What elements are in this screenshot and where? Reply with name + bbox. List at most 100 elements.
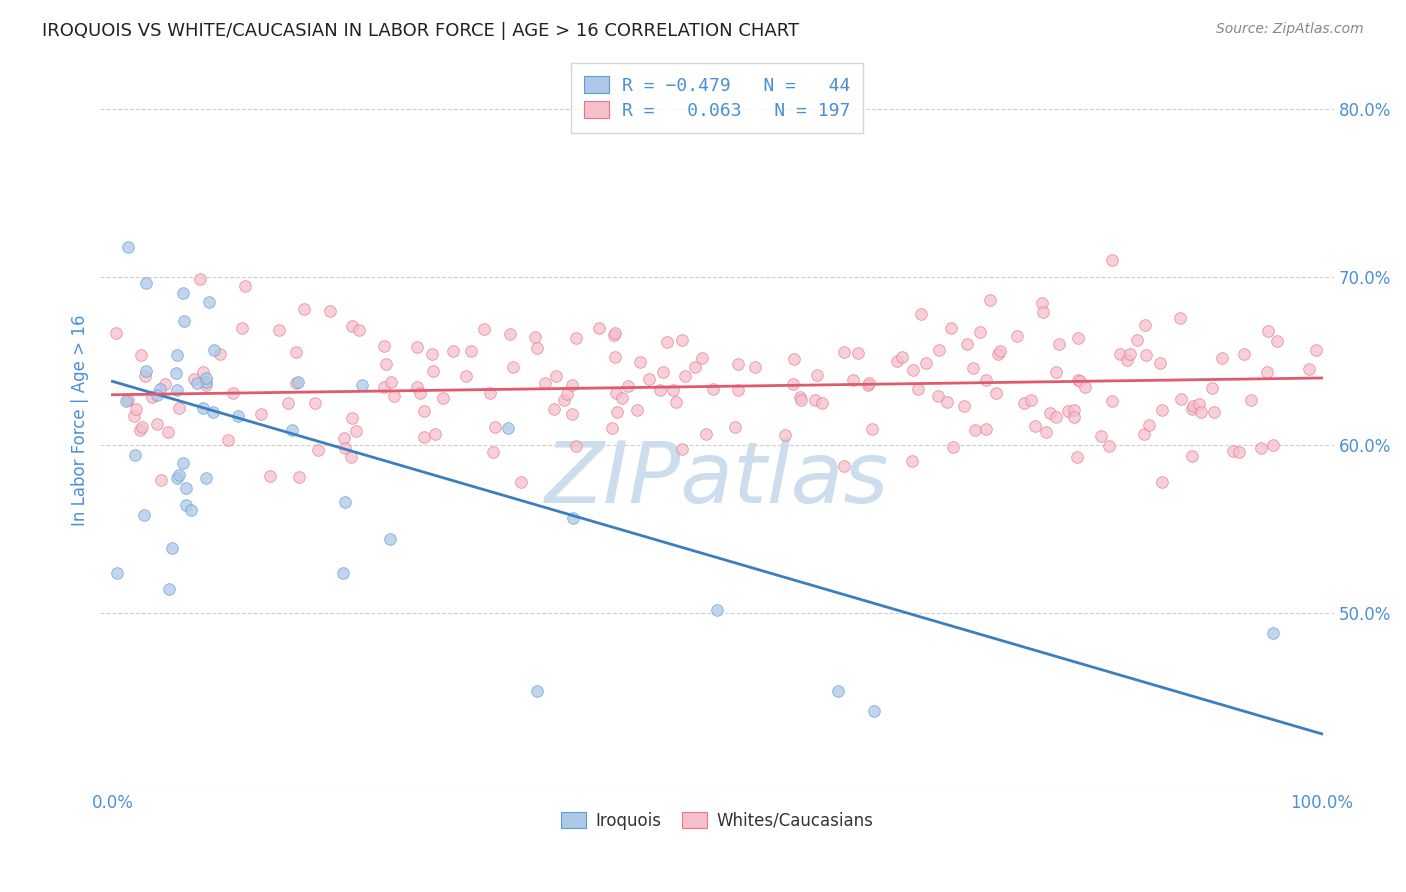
Point (941, 321, 963, 335)
Point (131, 420, 153, 434)
Point (910, 307, 932, 321)
Point (1118, 347, 1140, 361)
Point (156, 425, 179, 439)
Point (562, 510, 585, 524)
Point (727, 384, 749, 398)
Point (412, 429, 434, 443)
Point (374, 357, 396, 371)
Point (1211, 351, 1233, 366)
Point (484, 420, 506, 434)
Point (129, 348, 152, 362)
Point (1256, 366, 1278, 380)
Point (1181, 449, 1204, 463)
Point (194, 375, 217, 389)
Point (790, 392, 813, 407)
Point (1135, 348, 1157, 362)
Text: Source: ZipAtlas.com: Source: ZipAtlas.com (1216, 22, 1364, 37)
Point (832, 459, 855, 474)
Point (149, 473, 172, 487)
Point (695, 426, 717, 441)
Point (665, 395, 688, 409)
Point (555, 387, 578, 401)
Point (202, 404, 225, 418)
Point (405, 380, 427, 394)
Point (600, 421, 623, 435)
Point (208, 347, 231, 361)
Point (1045, 409, 1067, 424)
Point (285, 345, 308, 359)
Point (806, 368, 828, 383)
Point (135, 276, 157, 290)
Point (226, 409, 249, 424)
Point (420, 347, 443, 361)
Point (903, 362, 925, 376)
Point (1263, 626, 1285, 640)
Point (333, 442, 356, 456)
Point (984, 386, 1007, 401)
Point (526, 683, 548, 698)
Point (167, 467, 190, 482)
Point (1137, 417, 1160, 432)
Point (1066, 373, 1088, 387)
Point (1101, 393, 1123, 408)
Point (1149, 356, 1171, 370)
Point (510, 475, 533, 489)
Point (1233, 347, 1256, 361)
Point (124, 448, 146, 462)
Point (288, 470, 311, 484)
Point (454, 368, 477, 383)
Point (191, 401, 214, 415)
Point (1152, 475, 1174, 489)
Point (344, 425, 367, 439)
Point (928, 343, 950, 358)
Point (942, 440, 965, 454)
Point (166, 471, 188, 485)
Point (222, 385, 245, 400)
Point (307, 442, 329, 457)
Point (648, 383, 671, 397)
Point (129, 423, 152, 437)
Point (963, 423, 986, 437)
Point (333, 431, 356, 445)
Point (860, 422, 883, 436)
Point (782, 376, 804, 391)
Point (1181, 402, 1204, 417)
Point (1063, 410, 1085, 425)
Point (603, 326, 626, 340)
Point (533, 376, 555, 391)
Point (149, 383, 172, 397)
Point (803, 393, 825, 408)
Point (671, 442, 693, 457)
Point (146, 388, 169, 402)
Point (662, 383, 685, 397)
Point (194, 471, 217, 485)
Point (194, 378, 217, 392)
Point (202, 343, 225, 357)
Point (1063, 403, 1085, 417)
Point (1227, 445, 1250, 459)
Point (988, 343, 1011, 358)
Point (319, 303, 342, 318)
Point (1031, 296, 1053, 310)
Point (124, 409, 146, 424)
Point (1305, 343, 1327, 357)
Point (891, 351, 914, 365)
Point (287, 375, 309, 389)
Point (117, 240, 139, 254)
Point (141, 390, 163, 404)
Point (1090, 429, 1112, 443)
Point (153, 376, 176, 391)
Point (105, 566, 128, 580)
Point (373, 380, 395, 394)
Point (523, 330, 546, 344)
Point (157, 582, 180, 596)
Point (886, 354, 908, 368)
Point (1202, 405, 1225, 419)
Point (856, 378, 879, 392)
Point (603, 328, 626, 343)
Point (105, 326, 128, 341)
Point (498, 421, 520, 435)
Point (655, 335, 678, 350)
Point (173, 314, 195, 328)
Point (422, 363, 444, 377)
